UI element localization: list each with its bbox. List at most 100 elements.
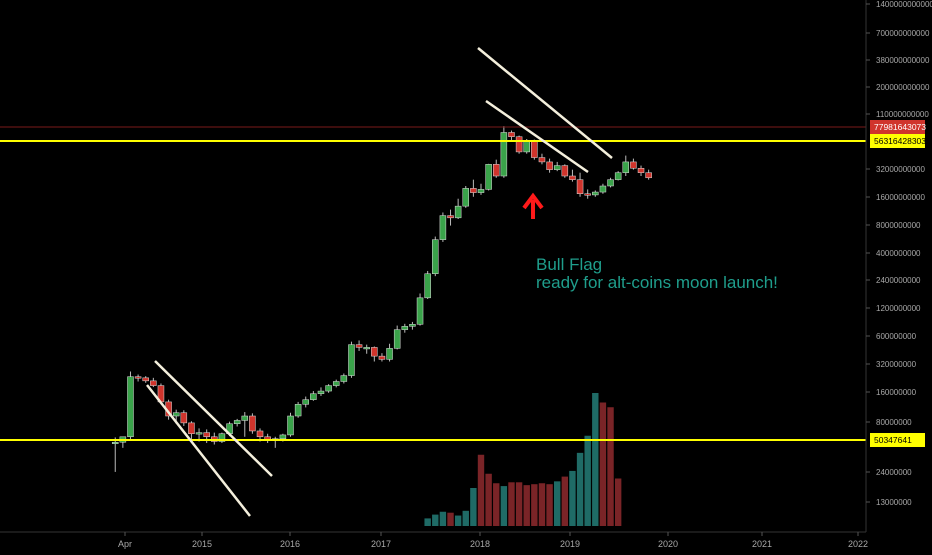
volume-bar: [515, 482, 523, 526]
candle-body: [233, 420, 241, 425]
volume-bar: [576, 452, 584, 526]
price-label-bg: [870, 120, 925, 134]
candle-body: [256, 430, 264, 438]
candle-body: [127, 376, 134, 438]
candle-body: [279, 434, 287, 439]
y-tick-label: 200000000000: [876, 83, 930, 92]
candle-body: [134, 376, 142, 379]
candle-body: [325, 385, 332, 392]
candle-body: [508, 132, 515, 137]
x-tick-label: Apr: [118, 539, 132, 549]
volume-bar: [432, 514, 439, 526]
candle-body: [515, 136, 523, 153]
y-tick-label: 2400000000: [876, 276, 921, 285]
axes: [0, 0, 867, 533]
candle-body: [492, 164, 500, 177]
candle-body: [363, 347, 370, 350]
annotation-line-1: Bull Flag: [536, 255, 602, 274]
y-tick-label: 1400000000000: [876, 0, 932, 9]
y-tick-label: 80000000: [876, 418, 912, 427]
candle-body: [371, 347, 378, 357]
volume-bar: [569, 470, 576, 526]
candle-body: [249, 415, 256, 432]
volume-bar: [477, 454, 485, 526]
candle-body: [302, 399, 309, 405]
x-tick-label: 2021: [752, 539, 772, 549]
x-tick-label: 2020: [658, 539, 678, 549]
candle-body: [386, 348, 393, 360]
flag-channel-lower-2015[interactable]: [146, 384, 251, 517]
flag-channel-upper-2015[interactable]: [154, 360, 273, 477]
candle-body: [416, 297, 424, 325]
candle-body: [310, 393, 317, 400]
volume-bar: [493, 483, 500, 526]
candle-body: [569, 175, 576, 180]
y-tick-label: 16000000000: [876, 193, 925, 202]
candle-body: [317, 390, 325, 394]
y-tick-label: 380000000000: [876, 56, 930, 65]
price-label: 50347641: [874, 435, 912, 445]
candle-body: [637, 167, 645, 173]
y-tick-label: 32000000000: [876, 165, 925, 174]
price-label: 77981643073: [874, 122, 926, 132]
candle-body: [218, 433, 226, 442]
volume-bar: [614, 478, 622, 526]
candle-body: [241, 415, 249, 421]
y-tick-label: 320000000: [876, 360, 917, 369]
volume-bar: [599, 402, 607, 526]
y-tick-label: 600000000: [876, 332, 917, 341]
candle-body: [203, 432, 210, 438]
flag-channel-lower-2018[interactable]: [485, 99, 589, 174]
y-tick-label: 1200000000: [876, 304, 921, 313]
annotation-line-2: ready for alt-coins moon launch!: [536, 273, 778, 292]
drawings: [0, 47, 866, 517]
y-tick-label: 4000000000: [876, 249, 921, 258]
x-axis-ticks: Apr 2015 2016 2017 2018 2019 2020 2021 2022: [118, 532, 868, 549]
candle-body: [142, 377, 149, 382]
price-labels: 77981643073 56316428303 50347641: [870, 120, 926, 447]
candle-body: [378, 355, 386, 360]
candle-body: [531, 141, 538, 158]
candle-body: [523, 141, 530, 153]
x-tick-label: 2017: [371, 539, 391, 549]
volume-bar: [447, 512, 454, 526]
y-tick-label: 160000000: [876, 388, 917, 397]
volume-bar: [523, 485, 530, 526]
candle-body: [447, 215, 454, 219]
candle-body: [500, 132, 508, 177]
x-tick-label: 2022: [848, 539, 868, 549]
candle-body: [592, 191, 599, 196]
candle-body: [432, 239, 439, 274]
x-tick-label: 2019: [560, 539, 580, 549]
y-tick-label: 8000000000: [876, 221, 921, 230]
volume-bars: [424, 393, 622, 526]
candle-body: [614, 172, 622, 180]
candle-body: [546, 161, 553, 170]
candle-body: [409, 324, 416, 327]
candle-body: [172, 412, 180, 417]
volume-bar: [554, 481, 561, 526]
volume-bar: [531, 484, 538, 526]
candle-body: [195, 432, 203, 435]
candle-body: [561, 165, 569, 177]
candle-body: [340, 375, 348, 382]
price-label: 56316428303: [874, 136, 926, 146]
x-tick-label: 2018: [470, 539, 490, 549]
volume-bar: [424, 518, 431, 526]
candle-body: [332, 381, 340, 386]
volume-bar: [546, 484, 553, 526]
x-tick-label: 2015: [192, 539, 212, 549]
candle-body: [150, 380, 157, 386]
flag-channel-upper-2018[interactable]: [477, 47, 613, 159]
candle-body: [424, 273, 431, 299]
candle-body: [645, 172, 652, 179]
candle-body: [401, 326, 409, 330]
candle-body: [607, 179, 614, 187]
candle-body: [470, 188, 477, 193]
candle-body: [454, 205, 462, 219]
y-tick-label: 13000000: [876, 498, 912, 507]
x-tick-label: 2016: [280, 539, 300, 549]
